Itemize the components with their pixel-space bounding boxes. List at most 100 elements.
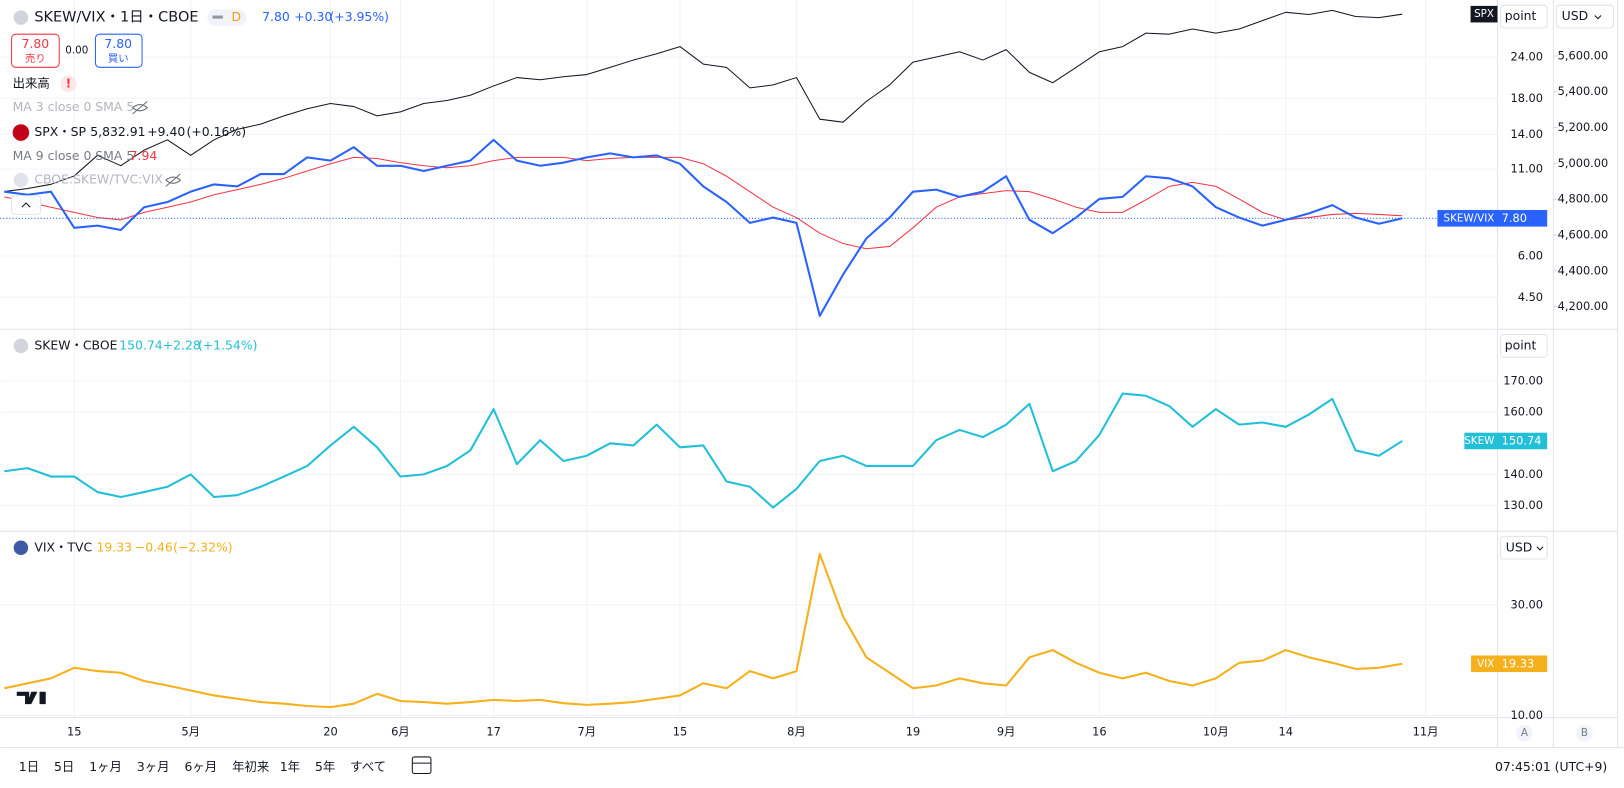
ma9-last: 7.94	[130, 148, 158, 163]
y2-tick-label: 5,400.00	[1558, 84, 1609, 98]
buy-button[interactable]	[94, 33, 143, 68]
spx-change-pct: (+0.16%)	[187, 124, 247, 139]
range-button[interactable]: 5年	[315, 759, 335, 774]
y2-tick-label: 5,000.00	[1558, 156, 1609, 170]
change-pct: (+3.95%)	[329, 9, 389, 24]
y-tick-label: 24.00	[1510, 49, 1543, 63]
spread: 0.00	[65, 45, 88, 57]
price-tag-name: SKEW	[1464, 435, 1494, 447]
ratio-icon	[13, 172, 29, 188]
vix-symbol: VIX・TVC	[34, 539, 92, 554]
range-button[interactable]: 5日	[54, 759, 74, 774]
interval-badge: D	[231, 9, 241, 24]
vix-change-pct: (−2.32%)	[173, 539, 232, 554]
y-tick-label: 14.00	[1510, 127, 1543, 141]
collapse-button[interactable]	[11, 195, 42, 215]
scale-button[interactable]	[1500, 333, 1548, 358]
volume-legend: 出来高	[13, 75, 50, 90]
y2-tick-label: 4,400.00	[1558, 263, 1609, 277]
buy-price: 7.80	[104, 36, 132, 51]
hidden-icon[interactable]	[132, 101, 149, 115]
y-tick-label: 130.00	[1503, 498, 1543, 512]
grid	[0, 0, 1498, 718]
warning-badge[interactable]	[60, 75, 77, 93]
x-tick-label: 14	[1278, 725, 1292, 739]
price-tag	[1437, 210, 1548, 227]
spx-symbol: SPX・SP	[34, 124, 86, 139]
axes: 15 5月 20 6月 17 7月 15 8月 19 9月 16 10月 14 11月 24.00 18.00…	[67, 5, 1609, 739]
y-tick-label: 4.50	[1518, 290, 1543, 304]
y-tick-label: 18.00	[1510, 91, 1543, 105]
x-tick-label: 16	[1092, 725, 1106, 739]
range-button[interactable]: 年初来	[232, 759, 269, 774]
x-tick-label: 7月	[577, 725, 596, 739]
x-tick-label: 15	[67, 725, 81, 739]
sell-label: 売り	[25, 52, 46, 65]
clock[interactable]: 07:45:01 (UTC+9)	[1495, 759, 1607, 774]
chevron	[1594, 15, 1602, 20]
y2-tick-label: 4,200.00	[1558, 299, 1609, 313]
y2-tick-label: 4,600.00	[1558, 228, 1609, 242]
x-tick-label: 5月	[181, 725, 200, 739]
badge[interactable]	[207, 9, 247, 26]
logo	[16, 691, 46, 705]
range-button[interactable]: 3ヶ月	[137, 759, 170, 774]
symbol: SKEW/VIX・1日・CBOE	[34, 10, 198, 26]
price-tag-name: SKEW/VIX	[1444, 212, 1495, 224]
series-line	[4, 552, 1403, 709]
plot	[0, 9, 1498, 709]
currency-button[interactable]	[1555, 4, 1614, 29]
x-tick-label: 15	[673, 725, 687, 739]
spx-change: +9.40	[147, 124, 185, 139]
y2-tick-label: 5,200.00	[1558, 120, 1609, 134]
x-tick-label: 17	[486, 725, 500, 739]
vix-change: −0.46	[135, 539, 173, 554]
collapse-icon	[21, 202, 31, 208]
y-tick-label: 160.00	[1503, 405, 1543, 419]
skew-change-pct: (+1.54%)	[198, 337, 258, 352]
y2-tick-label: 4,800.00	[1558, 192, 1609, 206]
y-tick-label: 11.00	[1510, 161, 1543, 175]
scale-button-label: point	[1505, 337, 1537, 352]
range-button[interactable]: すべて	[350, 759, 386, 774]
range-button[interactable]: 1日	[19, 759, 39, 774]
price-tag-name: VIX	[1477, 658, 1494, 670]
hidden-icon[interactable]	[165, 173, 182, 187]
range-button[interactable]: 6ヶ月	[184, 759, 217, 774]
frame	[0, 0, 1624, 749]
scale-buttons: point USD point USD A B	[1500, 4, 1614, 742]
axis-button-label: A	[1521, 727, 1528, 739]
axis-button[interactable]	[1516, 724, 1533, 742]
buy-label: 買い	[108, 53, 129, 65]
axis-button-label: B	[1581, 727, 1588, 739]
ma3-legend: MA 3 close 0 SMA 5	[13, 99, 135, 114]
x-tick-label: 11月	[1413, 725, 1439, 739]
scale-button[interactable]	[1500, 4, 1548, 29]
currency-button[interactable]	[1500, 535, 1548, 560]
range-button[interactable]: 1年	[280, 759, 300, 774]
vix-last: 19.33	[96, 539, 132, 554]
price-tag	[1471, 655, 1548, 673]
chevron	[1536, 546, 1544, 551]
axis-button[interactable]	[1576, 724, 1593, 742]
y-tick-label: 170.00	[1503, 374, 1543, 388]
series-line	[4, 138, 1403, 317]
series-line	[4, 392, 1403, 509]
series-line	[4, 9, 1403, 193]
calendar-icon[interactable]	[411, 756, 432, 775]
x-tick-label: 19	[906, 725, 920, 739]
badge-icon	[212, 15, 223, 19]
y2-tick-label: 5,600.00	[1558, 48, 1609, 62]
ratio-legend: CBOE:SKEW/TVC:VIX	[34, 172, 163, 187]
range-toolbar: 07:45:01 (UTC+9) 1日 5日 1ヶ月 3ヶ月 6ヶ月 年初来 1年 5年 すべて	[19, 756, 1607, 775]
skew-symbol: SKEW・CBOE	[34, 337, 117, 352]
sell-button[interactable]	[11, 33, 60, 68]
last-price: 7.80	[262, 9, 290, 24]
skew-legend: SKEW・CBOE 150.74 +2.28 (+1.54%)	[13, 337, 258, 354]
range-button[interactable]: 1ヶ月	[89, 759, 122, 774]
currency-button-label: USD	[1506, 539, 1533, 554]
symbol-icon	[13, 10, 29, 25]
main-legend: SKEW/VIX・1日・CBOE D 7.80 +0.30 (+3.95%) 7…	[11, 9, 389, 215]
